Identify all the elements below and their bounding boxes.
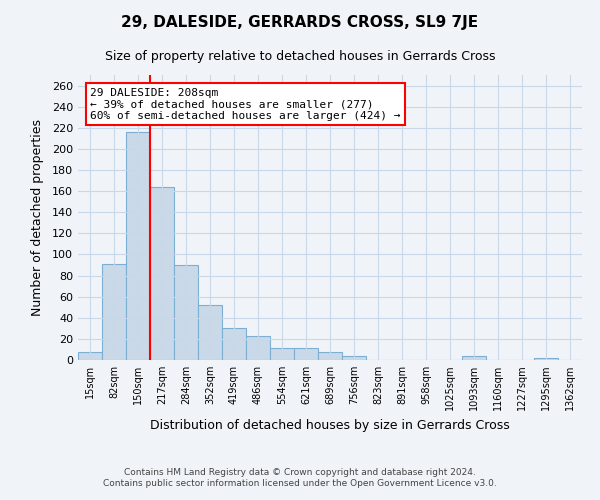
Bar xyxy=(174,265,198,360)
Bar xyxy=(222,328,246,360)
Text: Size of property relative to detached houses in Gerrards Cross: Size of property relative to detached ho… xyxy=(105,50,495,63)
Bar xyxy=(102,264,126,360)
Bar xyxy=(150,187,174,360)
Bar xyxy=(318,352,342,360)
Bar xyxy=(198,305,222,360)
Text: 29, DALESIDE, GERRARDS CROSS, SL9 7JE: 29, DALESIDE, GERRARDS CROSS, SL9 7JE xyxy=(121,15,479,30)
Bar xyxy=(126,132,150,360)
Bar xyxy=(270,348,294,360)
Bar xyxy=(342,356,366,360)
Bar xyxy=(78,352,102,360)
Bar xyxy=(462,356,486,360)
Bar xyxy=(294,348,318,360)
Text: Contains HM Land Registry data © Crown copyright and database right 2024.
Contai: Contains HM Land Registry data © Crown c… xyxy=(103,468,497,487)
Y-axis label: Number of detached properties: Number of detached properties xyxy=(31,119,44,316)
Text: 29 DALESIDE: 208sqm
← 39% of detached houses are smaller (277)
60% of semi-detac: 29 DALESIDE: 208sqm ← 39% of detached ho… xyxy=(90,88,401,121)
Bar xyxy=(534,358,558,360)
Bar xyxy=(246,336,270,360)
X-axis label: Distribution of detached houses by size in Gerrards Cross: Distribution of detached houses by size … xyxy=(150,419,510,432)
